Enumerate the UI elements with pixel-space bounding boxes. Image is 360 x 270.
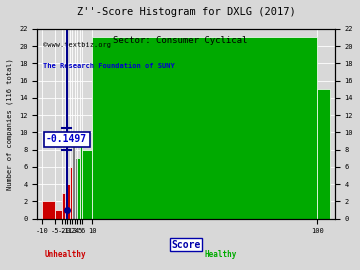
Y-axis label: Number of companies (116 total): Number of companies (116 total) (7, 58, 13, 190)
Bar (67, 184, 70, 218)
Text: Unhealthy: Unhealthy (45, 250, 86, 259)
Bar (65, 201, 67, 218)
Bar (317, 89, 330, 218)
Bar (42, 201, 55, 218)
Text: Sector: Consumer Cyclical: Sector: Consumer Cyclical (113, 36, 247, 45)
Bar (72, 141, 75, 218)
Text: The Research Foundation of SUNY: The Research Foundation of SUNY (43, 63, 175, 69)
Text: -0.1497: -0.1497 (46, 134, 87, 144)
Text: ©www.textbiz.org: ©www.textbiz.org (43, 42, 111, 48)
Bar (77, 158, 80, 218)
Bar (82, 150, 92, 218)
Bar (80, 141, 82, 218)
Bar (55, 210, 62, 218)
Bar (75, 158, 77, 218)
Bar (70, 167, 72, 218)
Bar (92, 38, 317, 218)
Bar (62, 193, 65, 218)
X-axis label: Score: Score (171, 240, 201, 250)
Title: Z''-Score Histogram for DXLG (2017): Z''-Score Histogram for DXLG (2017) (77, 7, 296, 17)
Text: Healthy: Healthy (205, 250, 237, 259)
